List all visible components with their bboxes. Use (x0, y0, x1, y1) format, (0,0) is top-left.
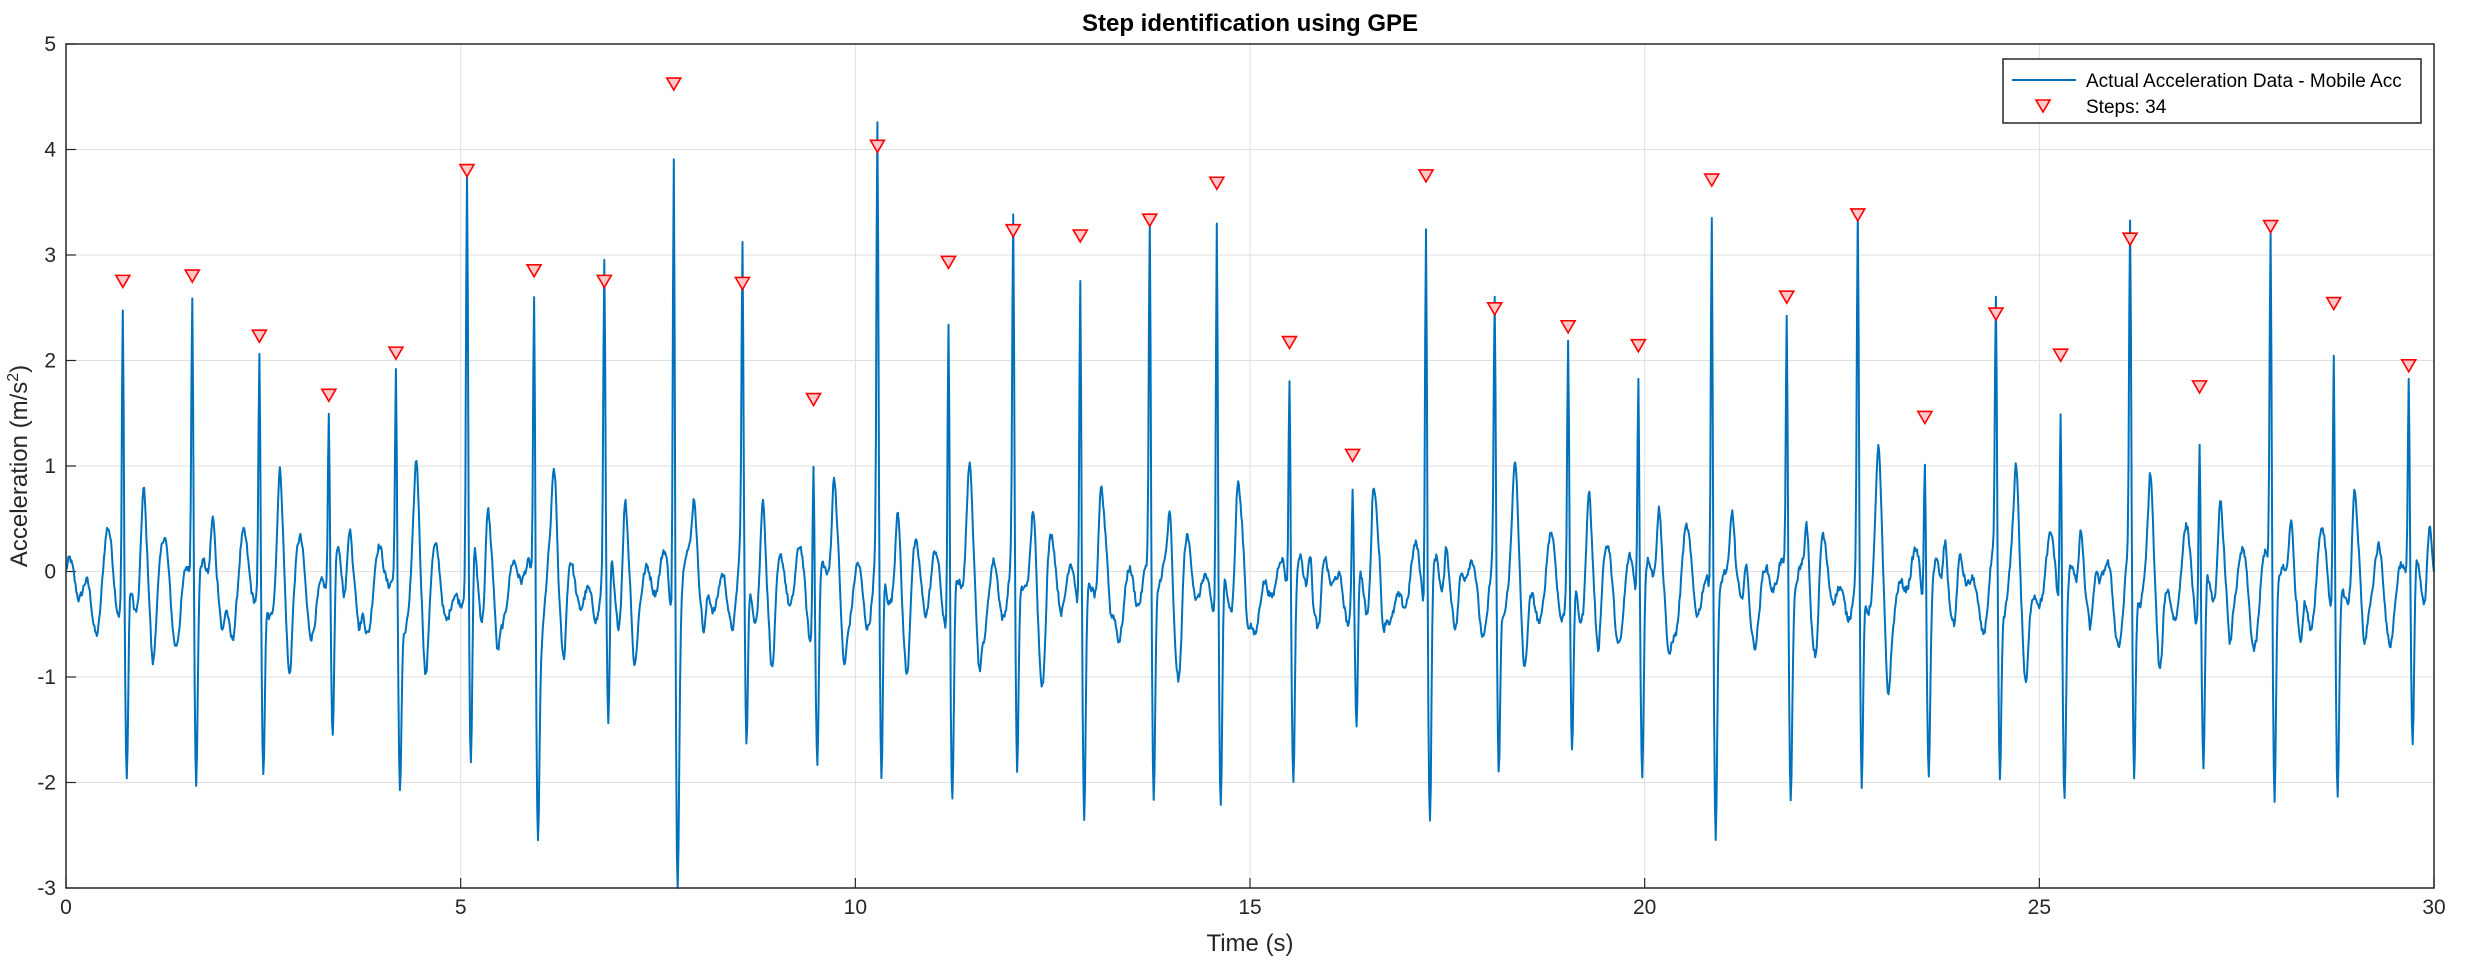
step-marker (1344, 448, 1362, 464)
step-marker (734, 276, 751, 292)
x-tick-label: 25 (2028, 896, 2051, 919)
x-tick-label: 10 (844, 896, 867, 919)
x-axis-label: Time (s) (1206, 930, 1293, 957)
x-tick-label: 15 (1238, 896, 1261, 919)
step-marker (1987, 307, 2005, 322)
legend-entry-acceleration: Actual Acceleration Data - Mobile Acc (2086, 71, 2402, 92)
acceleration-series-line (65, 121, 2435, 889)
y-axis-label-superscript: 2 (5, 373, 22, 382)
step-marker (183, 269, 201, 284)
step-marker (1417, 169, 1435, 184)
step-marker (1629, 338, 1647, 354)
step-marker (1778, 290, 1796, 305)
y-axis-label-group: Acceleration (m/s2) (5, 365, 33, 567)
step-marker (114, 274, 132, 289)
step-marker (665, 77, 683, 92)
step-marker (2325, 296, 2343, 312)
step-marker (2191, 380, 2208, 395)
x-tick-label: 5 (455, 896, 467, 919)
step-marker (869, 139, 886, 154)
step-marker (2262, 219, 2280, 235)
step-marker (1281, 335, 1298, 351)
y-axis-label: Acceleration (m/s2) (5, 365, 33, 567)
step-marker (1703, 173, 1721, 188)
step-markers (114, 77, 2418, 464)
step-marker (940, 255, 957, 270)
x-tick-label: 0 (60, 896, 72, 919)
plot-box (65, 43, 2435, 889)
step-marker (1486, 302, 1504, 317)
y-tick-label: 4 (44, 139, 56, 162)
step-marker (250, 329, 268, 344)
step-marker (1916, 410, 1934, 426)
step-marker (2052, 348, 2070, 363)
x-tick-label: 20 (1633, 896, 1656, 919)
legend-triangle-swatch (2034, 99, 2052, 114)
step-marker (2121, 232, 2139, 247)
step-marker (805, 392, 822, 408)
y-tick-label: -2 (37, 772, 56, 795)
step-marker (525, 264, 543, 279)
step-marker (1208, 176, 1226, 191)
step-marker (1004, 223, 1022, 239)
step-marker (1141, 213, 1159, 228)
acceleration-signal (65, 121, 2435, 889)
step-marker (1849, 208, 1867, 223)
y-axis-label-close: ) (6, 365, 33, 373)
y-tick-label: 0 (44, 561, 56, 584)
x-tick-label: 30 (2422, 896, 2445, 919)
legend-box (2002, 58, 2422, 124)
legend: Actual Acceleration Data - Mobile Acc St… (2002, 58, 2422, 124)
y-axis-label-main: Acceleration (m/s (6, 382, 33, 567)
step-marker (1559, 319, 1577, 335)
y-tick-label: 1 (44, 455, 56, 478)
step-marker (1071, 229, 1089, 244)
step-marker (595, 274, 613, 289)
grid-lines (66, 44, 2434, 888)
y-tick-label: 3 (44, 244, 56, 267)
y-tick-label: -1 (37, 666, 56, 689)
step-marker (2400, 358, 2418, 374)
axis-ticks: 0 5 10 15 20 25 30 -3 -2 -1 0 1 2 3 4 5 (37, 33, 2445, 919)
y-tick-label: 2 (44, 350, 56, 373)
chart-title: Step identification using GPE (1082, 10, 1418, 37)
y-tick-label: -3 (37, 877, 56, 900)
y-tick-label: 5 (44, 33, 56, 56)
legend-entry-steps: Steps: 34 (2086, 97, 2167, 118)
step-marker (458, 163, 476, 179)
step-marker (320, 388, 338, 403)
step-marker (387, 346, 405, 361)
